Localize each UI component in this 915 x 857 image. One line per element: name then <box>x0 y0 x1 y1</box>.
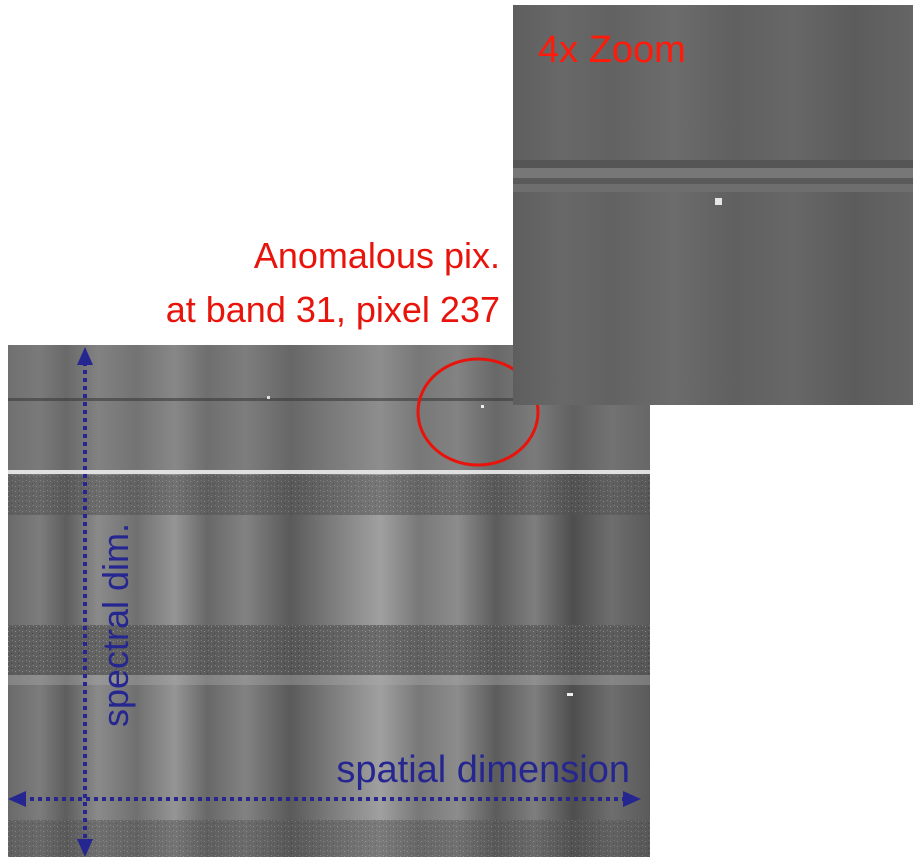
spatial-axis-label: spatial dimension <box>336 749 630 791</box>
annotation-line: at band 31, pixel 237 <box>166 289 500 330</box>
spectral-axis-label: spectral dim. <box>95 523 136 727</box>
zoom-label: 4x Zoom <box>538 29 686 71</box>
annotation-line: Anomalous pix. <box>254 235 500 276</box>
figure: 4x Zoom Anomalous pix. at band 31, pixel… <box>0 0 915 857</box>
